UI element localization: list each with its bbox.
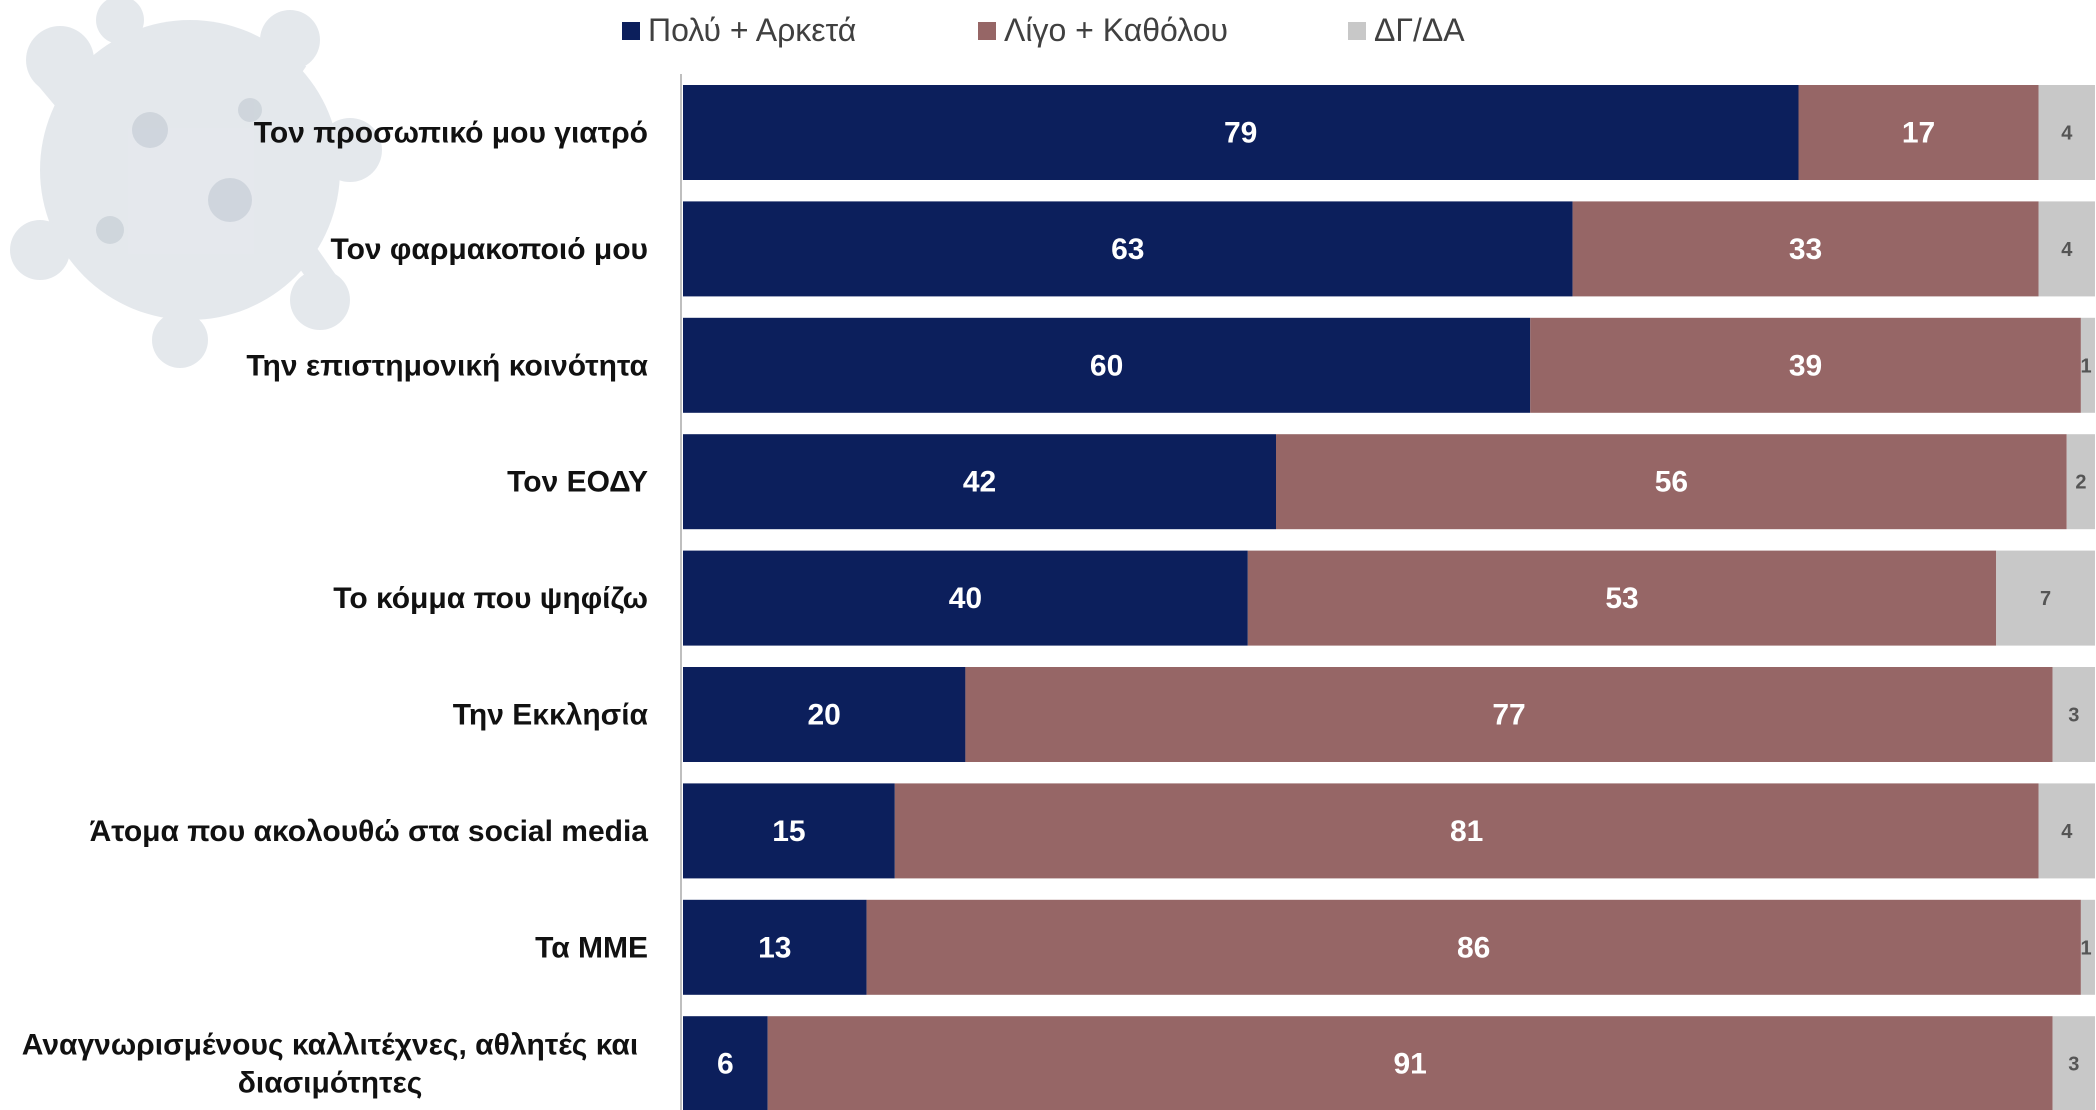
value-label-series-3-row-7: 4 xyxy=(2061,821,2073,843)
legend-label-series-3: ΔΓ/ΔΑ xyxy=(1374,12,1465,48)
category-label-line-1: Αναγνωρισμένους καλλιτέχνες, αθλητές και xyxy=(22,1029,638,1062)
legend-item-series-3: ΔΓ/ΔΑ xyxy=(1348,12,1465,49)
bar-segment-2-row-2 xyxy=(1572,201,2039,297)
category-label-row-5: Το κόμμα που ψηφίζω xyxy=(333,582,648,615)
bar-segment-1-row-1 xyxy=(683,85,1799,180)
chart-legend: Πολύ + Αρκετά Λίγο + Καθόλου ΔΓ/ΔΑ xyxy=(0,4,2096,54)
legend-swatch-series-2 xyxy=(978,21,996,40)
bar-segment-3-row-6 xyxy=(2052,667,2095,762)
bar-segment-1-row-4 xyxy=(683,434,1276,530)
value-label-series-2-row-8: 86 xyxy=(1457,931,1490,964)
bar-segment-2-row-3 xyxy=(1530,317,2081,413)
bar-segment-1-row-8 xyxy=(683,899,867,995)
legend-label-series-2: Λίγο + Καθόλου xyxy=(1004,12,1228,48)
bar-segment-3-row-2 xyxy=(2038,201,2095,297)
value-label-series-3-row-3: 1 xyxy=(2080,355,2091,377)
bar-segment-1-row-3 xyxy=(683,317,1531,413)
value-label-series-3-row-2: 4 xyxy=(2061,239,2073,261)
bar-segment-3-row-8 xyxy=(2080,899,2095,995)
category-labels-group: Τον προσωπικό μου γιατρό Τον φαρμακοποιό … xyxy=(22,117,649,1100)
value-label-series-1-row-4: 42 xyxy=(963,466,996,499)
value-label-series-1-row-9: 6 xyxy=(717,1048,734,1081)
bar-segment-2-row-4 xyxy=(1276,434,2067,530)
category-label-line-2: διασιμότητες xyxy=(238,1067,423,1100)
category-label-row-2: Τον φαρμακοποιό μου xyxy=(330,233,648,266)
bar-segment-3-row-4 xyxy=(2066,434,2095,530)
bar-segment-1-row-2 xyxy=(683,201,1573,297)
category-label-row-3: Την επιστημονική κοινότητα xyxy=(246,349,648,382)
value-label-series-2-row-5: 53 xyxy=(1605,582,1638,615)
value-label-series-1-row-5: 40 xyxy=(949,582,982,615)
bar-segment-2-row-6 xyxy=(965,667,2053,762)
bar-segment-3-row-9 xyxy=(2052,1016,2095,1110)
value-label-series-2-row-3: 39 xyxy=(1789,349,1822,382)
bar-segment-2-row-8 xyxy=(866,899,2081,995)
value-label-series-3-row-9: 3 xyxy=(2068,1054,2079,1076)
bar-segment-2-row-1 xyxy=(1798,85,2039,180)
bar-segment-2-row-5 xyxy=(1247,550,1997,646)
bar-segment-3-row-1 xyxy=(2038,85,2095,180)
virus-background-image xyxy=(10,0,382,368)
bar-segment-1-row-5 xyxy=(683,550,1248,646)
value-label-series-1-row-3: 60 xyxy=(1090,349,1123,382)
bar-segment-2-row-9 xyxy=(767,1016,2053,1110)
category-label-row-6: Την Εκκλησία xyxy=(453,699,649,732)
legend-label-series-1: Πολύ + Αρκετά xyxy=(648,12,857,48)
category-label-row-4: Τον ΕΟΔΥ xyxy=(507,466,648,499)
bar-segment-3-row-5 xyxy=(1996,550,2095,646)
category-label-row-9: Αναγνωρισμένους καλλιτέχνες, αθλητές και… xyxy=(22,1029,638,1100)
bar-segment-1-row-9 xyxy=(683,1016,768,1110)
bar-segment-1-row-7 xyxy=(683,783,895,879)
value-label-series-2-row-6: 77 xyxy=(1492,699,1525,732)
value-label-series-2-row-1: 17 xyxy=(1902,117,1935,150)
legend-item-series-1: Πολύ + Αρκετά xyxy=(622,12,856,49)
legend-swatch-series-1 xyxy=(622,21,640,40)
value-label-series-1-row-6: 20 xyxy=(808,699,841,732)
value-label-series-3-row-5: 7 xyxy=(2040,588,2051,610)
category-label-row-7: Άτομα που ακολουθώ στα social media xyxy=(90,815,649,848)
bar-segment-1-row-6 xyxy=(683,667,966,762)
legend-swatch-series-3 xyxy=(1348,21,1366,40)
bar-segment-3-row-7 xyxy=(2038,783,2095,879)
category-label-row-1: Τον προσωπικό μου γιατρό xyxy=(254,117,648,150)
value-label-series-1-row-1: 79 xyxy=(1224,117,1257,150)
bar-segment-3-row-3 xyxy=(2080,317,2095,413)
value-label-series-3-row-1: 4 xyxy=(2061,123,2073,145)
legend-item-series-2: Λίγο + Καθόλου xyxy=(978,12,1228,49)
value-label-series-3-row-4: 2 xyxy=(2075,472,2086,494)
category-label-row-8: Τα ΜΜΕ xyxy=(535,931,648,964)
value-label-series-2-row-7: 81 xyxy=(1450,815,1483,848)
bar-segment-2-row-7 xyxy=(894,783,2039,879)
bars-group: 79 17 463 33 460 39 142 56 240 53 720 77 315 81 413 86 1… xyxy=(683,85,2095,1110)
value-label-series-3-row-6: 3 xyxy=(2068,705,2079,727)
value-label-series-1-row-2: 63 xyxy=(1111,233,1144,266)
value-label-series-2-row-9: 91 xyxy=(1394,1048,1427,1081)
value-label-series-1-row-8: 13 xyxy=(758,931,791,964)
value-label-series-2-row-2: 33 xyxy=(1789,233,1822,266)
value-label-series-1-row-7: 15 xyxy=(772,815,805,848)
value-label-series-2-row-4: 56 xyxy=(1655,466,1688,499)
value-label-series-3-row-8: 1 xyxy=(2080,937,2091,959)
